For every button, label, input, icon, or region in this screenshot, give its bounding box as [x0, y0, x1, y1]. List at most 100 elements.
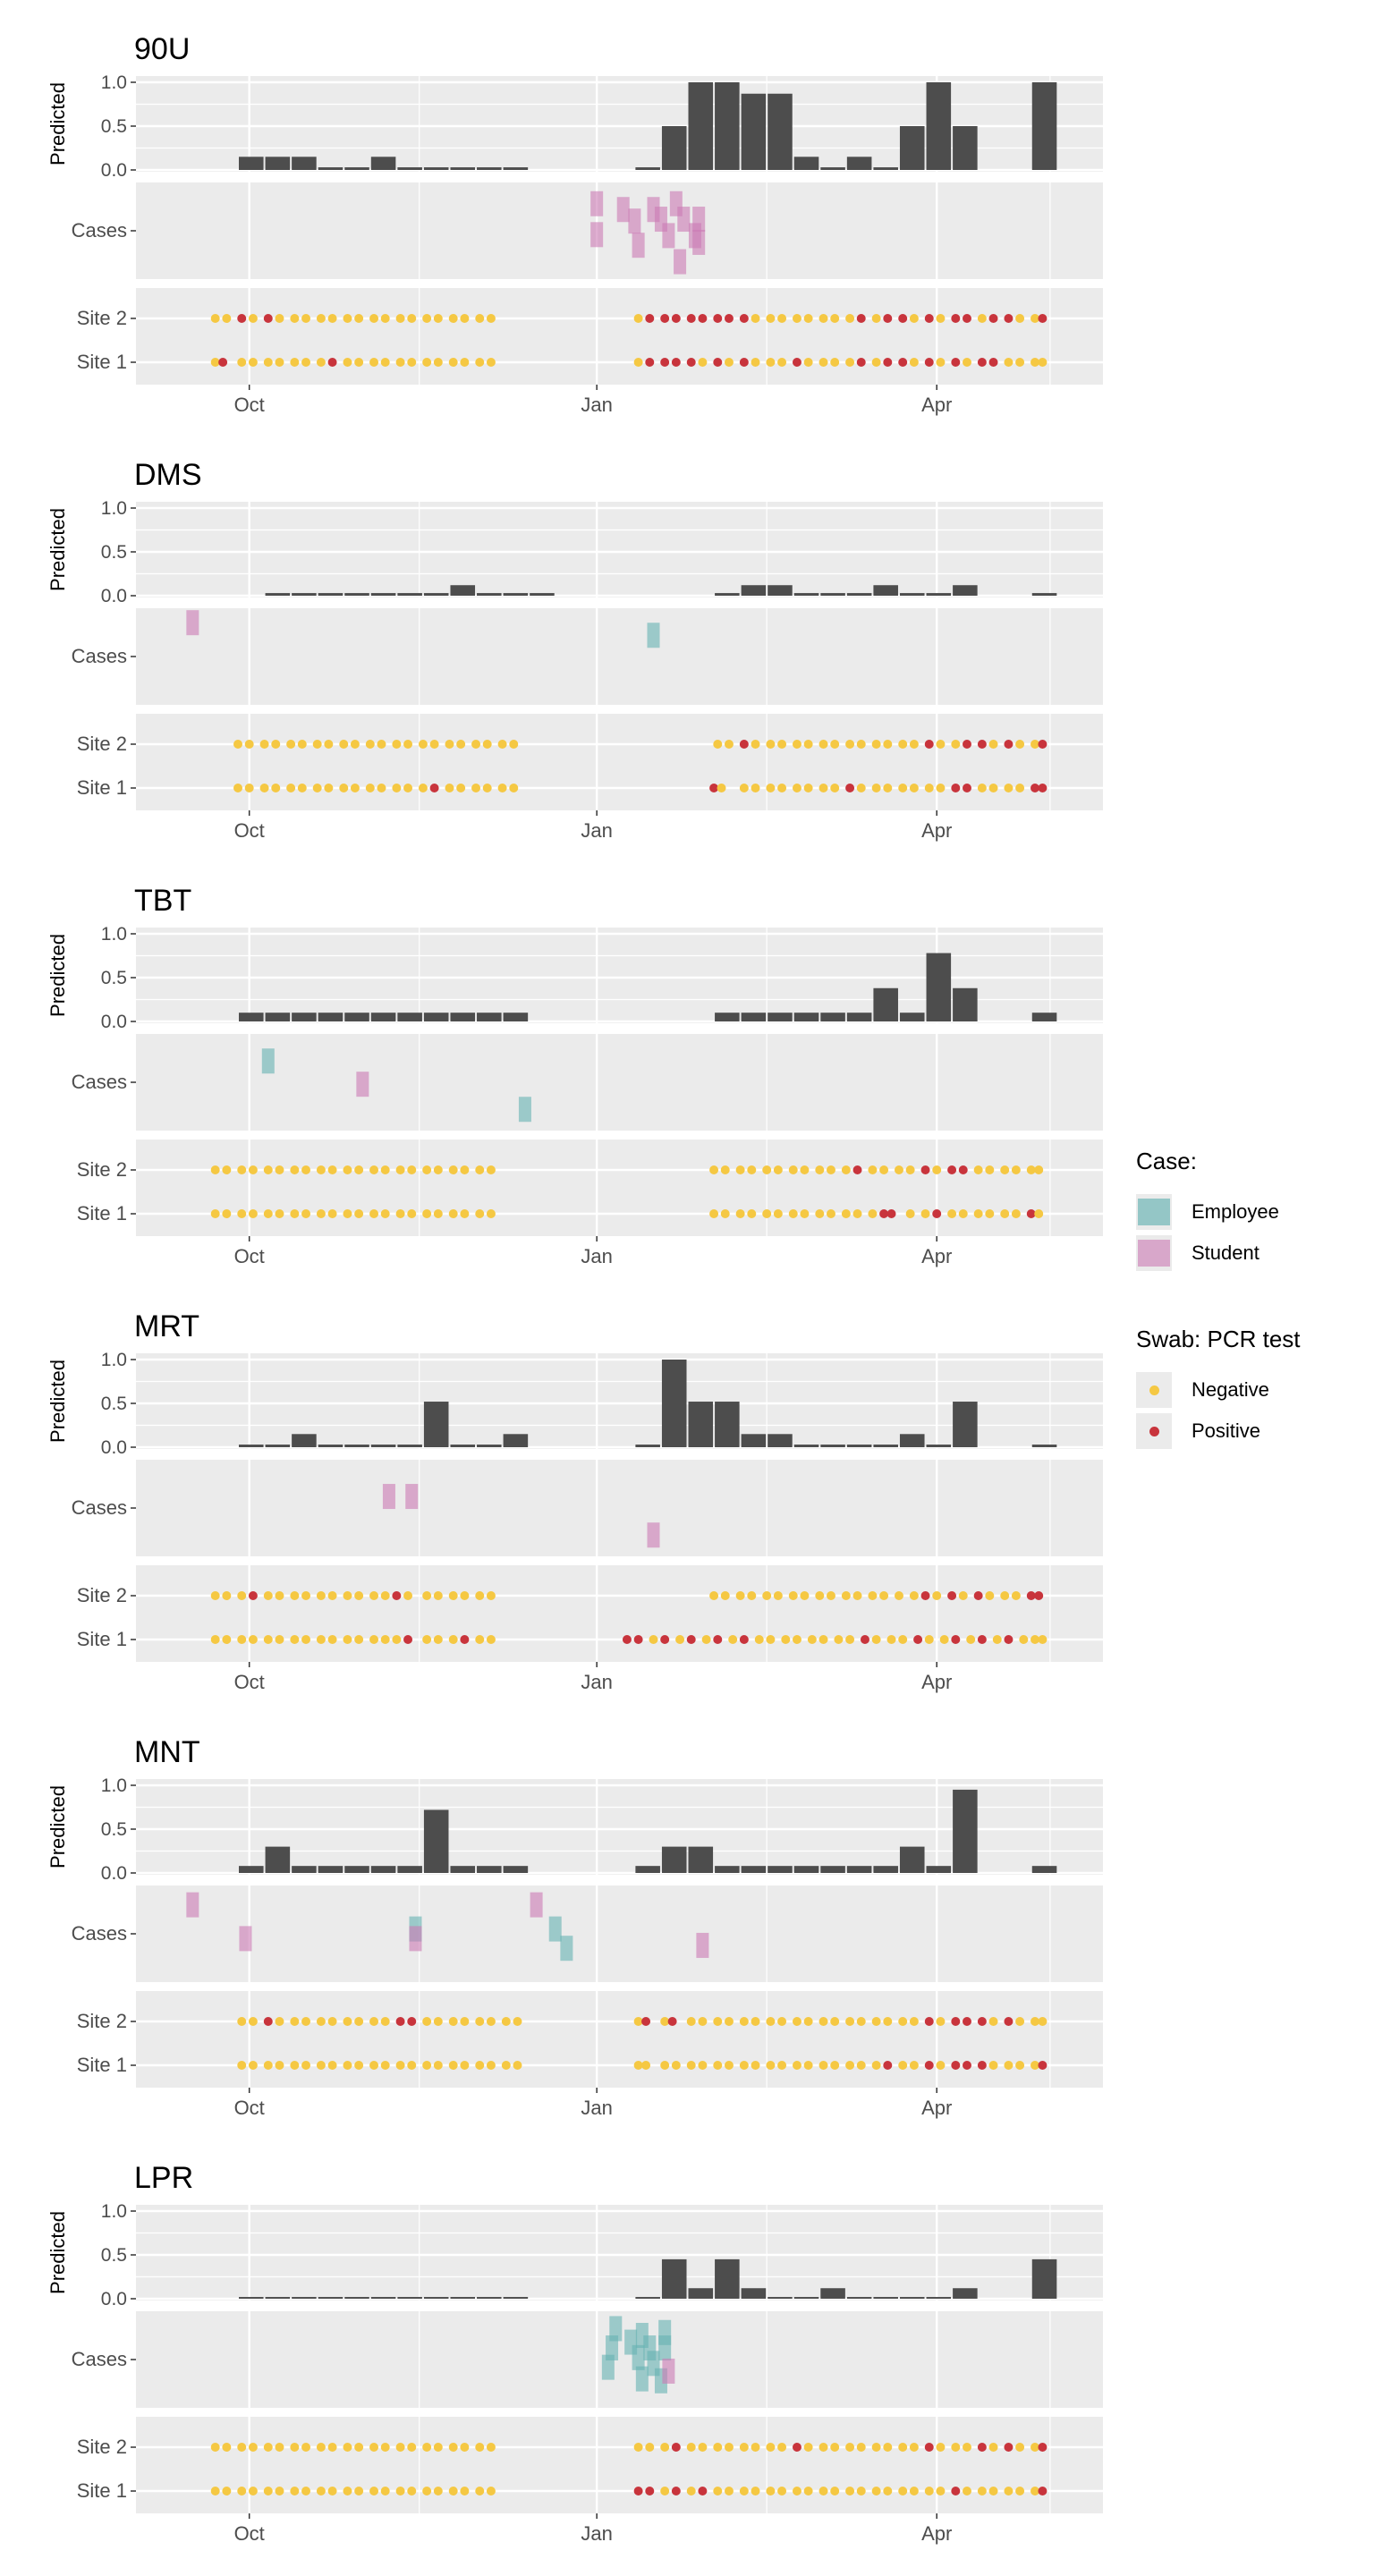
site2-swab-mnt-52 — [1030, 2017, 1039, 2026]
site1-swab-tbt-39 — [932, 1209, 942, 1218]
bar-lpr-12 — [661, 2258, 687, 2299]
bar-dms-8 — [477, 593, 502, 596]
site1-swab-tbt-37 — [905, 1209, 915, 1218]
case-legend-title: Case: — [1136, 1148, 1197, 1174]
bar-90u-22 — [926, 82, 952, 170]
site2-swab-dms-13 — [403, 740, 413, 749]
site2-swab-mnt-20 — [501, 2017, 511, 2026]
site1-swab-mrt-10 — [343, 1635, 352, 1644]
site1-swab-tbt-40 — [947, 1209, 957, 1218]
bar-mrt-22 — [926, 1445, 952, 1447]
bar-lpr-22 — [926, 2297, 952, 2299]
site2-swab-mrt-12 — [369, 1591, 379, 1600]
x-tick-label-tbt-1: Jan — [581, 1245, 612, 1267]
site2-swab-tbt-28 — [788, 1165, 798, 1174]
case-mark-mnt-1 — [239, 1926, 252, 1952]
site2-swab-90u-13 — [380, 314, 390, 323]
site2-swab-dms-5 — [297, 740, 307, 749]
site1-swab-lpr-33 — [777, 2487, 787, 2496]
site1-swab-90u-5 — [275, 358, 284, 367]
bar-dms-1 — [292, 593, 317, 596]
site2-swab-dms-20 — [497, 740, 507, 749]
site2-swab-90u-30 — [739, 314, 749, 323]
predicted-tick-label-dms-0: 1.0 — [101, 498, 127, 519]
panel-cases-dms — [136, 608, 1103, 705]
bar-mnt-18 — [820, 1866, 845, 1873]
bar-lpr-9 — [477, 2297, 502, 2299]
site2-swab-tbt-16 — [422, 1165, 432, 1174]
site2-swab-90u-1 — [222, 314, 232, 323]
bar-dms-5 — [397, 593, 422, 596]
site2-swab-dms-26 — [766, 740, 776, 749]
site2-swab-90u-29 — [724, 314, 734, 323]
site2-swab-mnt-13 — [407, 2017, 417, 2026]
site2-swab-tbt-21 — [486, 1165, 496, 1174]
site1-swab-mrt-50 — [992, 1635, 1002, 1644]
site1-swab-mrt-8 — [316, 1635, 326, 1644]
site2-swab-90u-6 — [290, 314, 300, 323]
site2-swab-dms-21 — [509, 740, 519, 749]
case-legend: Case: Employee Student — [1136, 1148, 1279, 1274]
bar-90u-9 — [477, 167, 502, 170]
bar-90u-16 — [768, 93, 793, 170]
site2-swab-90u-4 — [263, 314, 273, 323]
site1-swab-tbt-1 — [222, 1209, 232, 1218]
predicted-tick-label-mrt-0: 1.0 — [101, 1350, 127, 1370]
site1-swab-mrt-5 — [275, 1635, 284, 1644]
site1-swab-tbt-17 — [433, 1209, 443, 1218]
site2-swab-mnt-44 — [924, 2017, 934, 2026]
site1-swab-tbt-3 — [248, 1209, 258, 1218]
site1-swab-lpr-18 — [448, 2487, 458, 2496]
site1-swab-90u-47 — [962, 358, 971, 367]
site1-swab-90u-17 — [433, 358, 443, 367]
site1-swab-mnt-45 — [936, 2061, 946, 2070]
site2-swab-mnt-46 — [951, 2017, 961, 2026]
site1-swab-lpr-22 — [633, 2487, 643, 2496]
site2-swab-dms-37 — [909, 740, 919, 749]
site1-swab-tbt-28 — [788, 1209, 798, 1218]
site2-swab-mrt-45 — [1011, 1591, 1021, 1600]
site1-swab-dms-7 — [324, 784, 334, 792]
site1-swab-mnt-40 — [871, 2061, 881, 2070]
site2-label-mnt: Site 2 — [77, 2010, 127, 2032]
bar-mrt-20 — [873, 1445, 898, 1447]
site2-swab-mrt-3 — [248, 1591, 258, 1600]
site1-swab-mnt-5 — [301, 2061, 311, 2070]
site1-swab-90u-8 — [316, 358, 326, 367]
site2-swab-mnt-19 — [486, 2017, 496, 2026]
site1-swab-tbt-31 — [826, 1209, 835, 1218]
site1-swab-90u-37 — [830, 358, 840, 367]
site1-swab-dms-43 — [988, 784, 998, 792]
site2-swab-tbt-37 — [905, 1165, 915, 1174]
site2-swab-tbt-2 — [237, 1165, 247, 1174]
bar-lpr-7 — [423, 2297, 449, 2299]
bar-tbt-15 — [820, 1013, 845, 1021]
site2-swab-90u-14 — [395, 314, 405, 323]
site1-swab-tbt-30 — [815, 1209, 825, 1218]
bar-dms-3 — [344, 593, 369, 596]
site2-swab-90u-15 — [407, 314, 417, 323]
site2-swab-90u-21 — [486, 314, 496, 323]
site1-swab-tbt-36 — [886, 1209, 896, 1218]
site1-swab-mnt-48 — [977, 2061, 987, 2070]
site1-swab-mnt-43 — [909, 2061, 919, 2070]
bar-mnt-3 — [318, 1866, 344, 1873]
site1-swab-dms-21 — [509, 784, 519, 792]
bar-lpr-11 — [635, 2297, 660, 2299]
bar-tbt-7 — [423, 1013, 449, 1021]
panel-sites-mnt — [136, 1991, 1103, 2088]
legend-label-student: Student — [1192, 1241, 1260, 1264]
site2-swab-mnt-42 — [898, 2017, 908, 2026]
cases-label-mnt: Cases — [72, 1922, 127, 1945]
site2-swab-mnt-14 — [422, 2017, 432, 2026]
site2-swab-tbt-20 — [475, 1165, 485, 1174]
bar-lpr-13 — [688, 2288, 714, 2299]
bar-tbt-14 — [793, 1013, 819, 1021]
bar-mnt-16 — [768, 1866, 793, 1873]
site1-swab-lpr-23 — [645, 2487, 655, 2496]
site2-swab-mnt-15 — [433, 2017, 443, 2026]
bar-lpr-5 — [370, 2297, 396, 2299]
case-mark-mrt-2 — [647, 1522, 660, 1548]
site2-swab-mrt-19 — [460, 1591, 470, 1600]
site2-swab-dms-18 — [471, 740, 481, 749]
